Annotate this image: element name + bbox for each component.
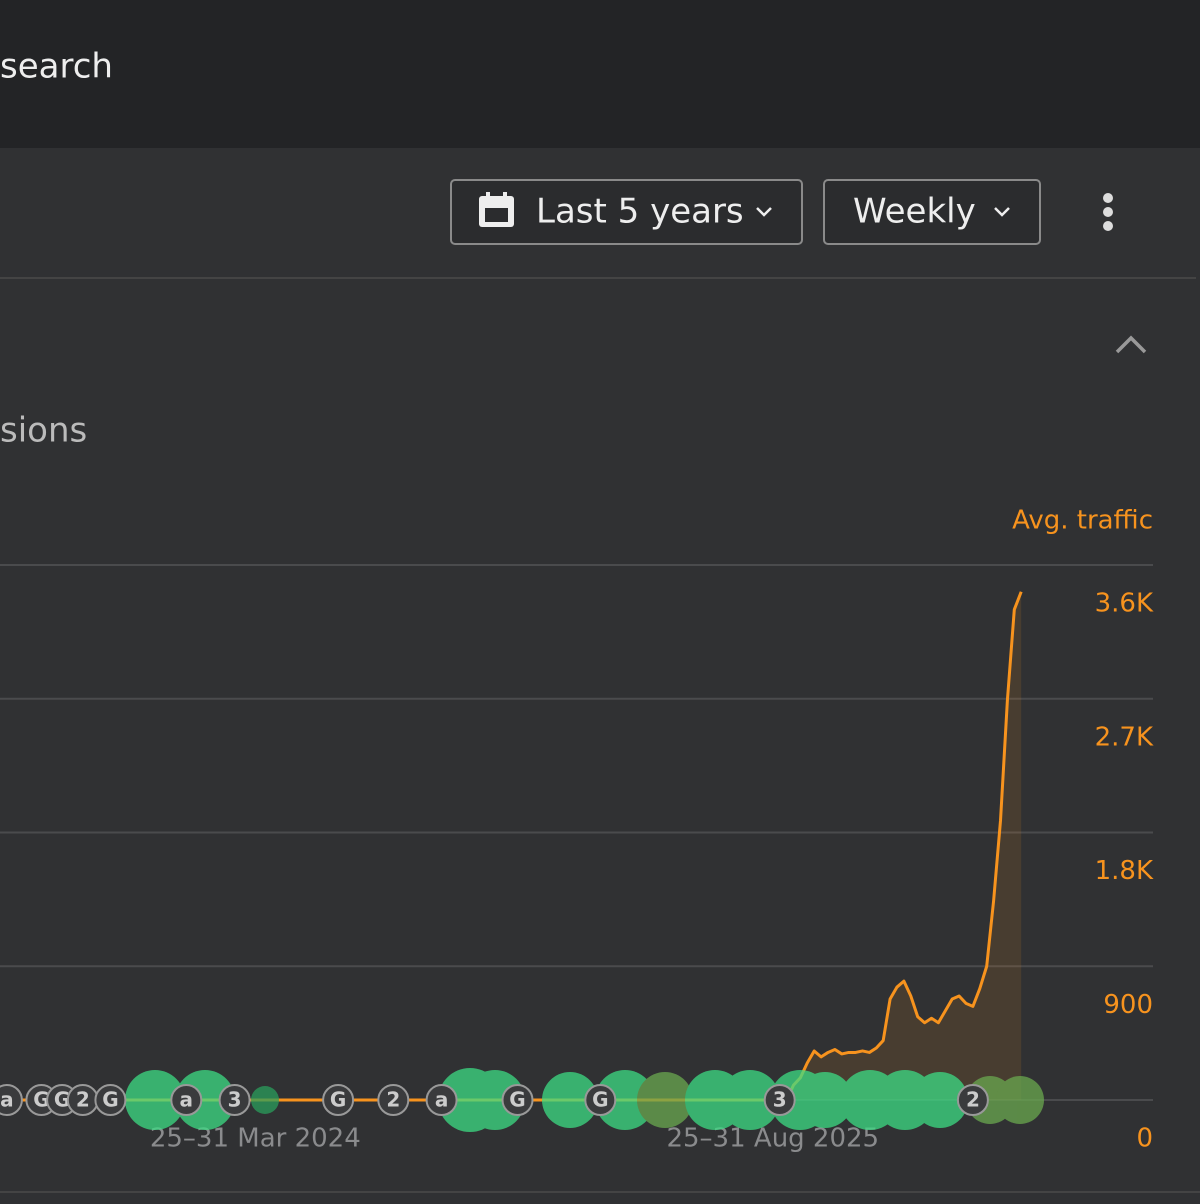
date-range-label: Last 5 years — [536, 192, 744, 232]
event-marker-label: G — [33, 1088, 49, 1112]
y-tick-label: 900 — [1103, 990, 1153, 1020]
event-marker-label: G — [509, 1088, 525, 1112]
line — [0, 591, 1023, 1102]
event-marker-label: 2 — [386, 1088, 400, 1112]
interval-label: Weekly — [853, 192, 976, 232]
event-marker-label: G — [330, 1088, 346, 1112]
event-marker — [377, 1084, 410, 1116]
event-marker — [322, 1084, 355, 1116]
x-tick-label: 25–31 Aug 2025 — [666, 1124, 879, 1154]
event-marker-label: 3 — [773, 1088, 787, 1112]
event-marker — [584, 1084, 617, 1116]
event-marker-label: a — [0, 1088, 14, 1112]
event-marker-label: a — [180, 1088, 194, 1112]
more-menu[interactable] — [1103, 193, 1113, 231]
area-fill — [0, 591, 1022, 1100]
event-marker — [218, 1084, 251, 1116]
top-bar — [0, 0, 1200, 148]
event-marker — [94, 1084, 127, 1116]
event-marker — [763, 1084, 796, 1116]
event-marker — [0, 1084, 23, 1116]
event-marker-label: 2 — [76, 1088, 90, 1112]
axis-title: Avg. traffic — [1012, 506, 1153, 536]
chevron-down — [756, 207, 772, 217]
event-marker-label: G — [102, 1088, 118, 1112]
y-tick-label: 3.6K — [1095, 589, 1154, 619]
date-range-button[interactable] — [450, 179, 803, 245]
page-title: search — [0, 47, 113, 87]
section-title: sions — [0, 411, 87, 451]
x-tick-label: 25–31 Mar 2024 — [150, 1124, 361, 1154]
y-tick-label: 1.8K — [1095, 856, 1154, 886]
calendar-icon — [479, 192, 514, 227]
event-marker — [501, 1084, 534, 1116]
collapse-chevron[interactable] — [1115, 335, 1147, 354]
y-tick-label: 2.7K — [1095, 722, 1154, 752]
event-bubbles — [125, 1068, 1044, 1132]
interval-button[interactable] — [823, 179, 1041, 245]
chevron-down — [994, 207, 1010, 217]
event-marker — [170, 1084, 203, 1116]
event-marker-label: G — [592, 1088, 608, 1112]
event-marker — [425, 1084, 458, 1116]
event-marker-label: 2 — [966, 1088, 980, 1112]
event-marker-label: G — [54, 1088, 70, 1112]
event-marker-label: 3 — [228, 1088, 242, 1112]
plot: 0 900 1.8K 2.7K 3.6K 25–31 Mar 2024 25–31 Aug … — [0, 564, 1154, 1154]
event-marker — [956, 1084, 989, 1116]
y-tick-label: 0 — [1136, 1124, 1153, 1154]
event-marker-label: a — [435, 1088, 449, 1112]
